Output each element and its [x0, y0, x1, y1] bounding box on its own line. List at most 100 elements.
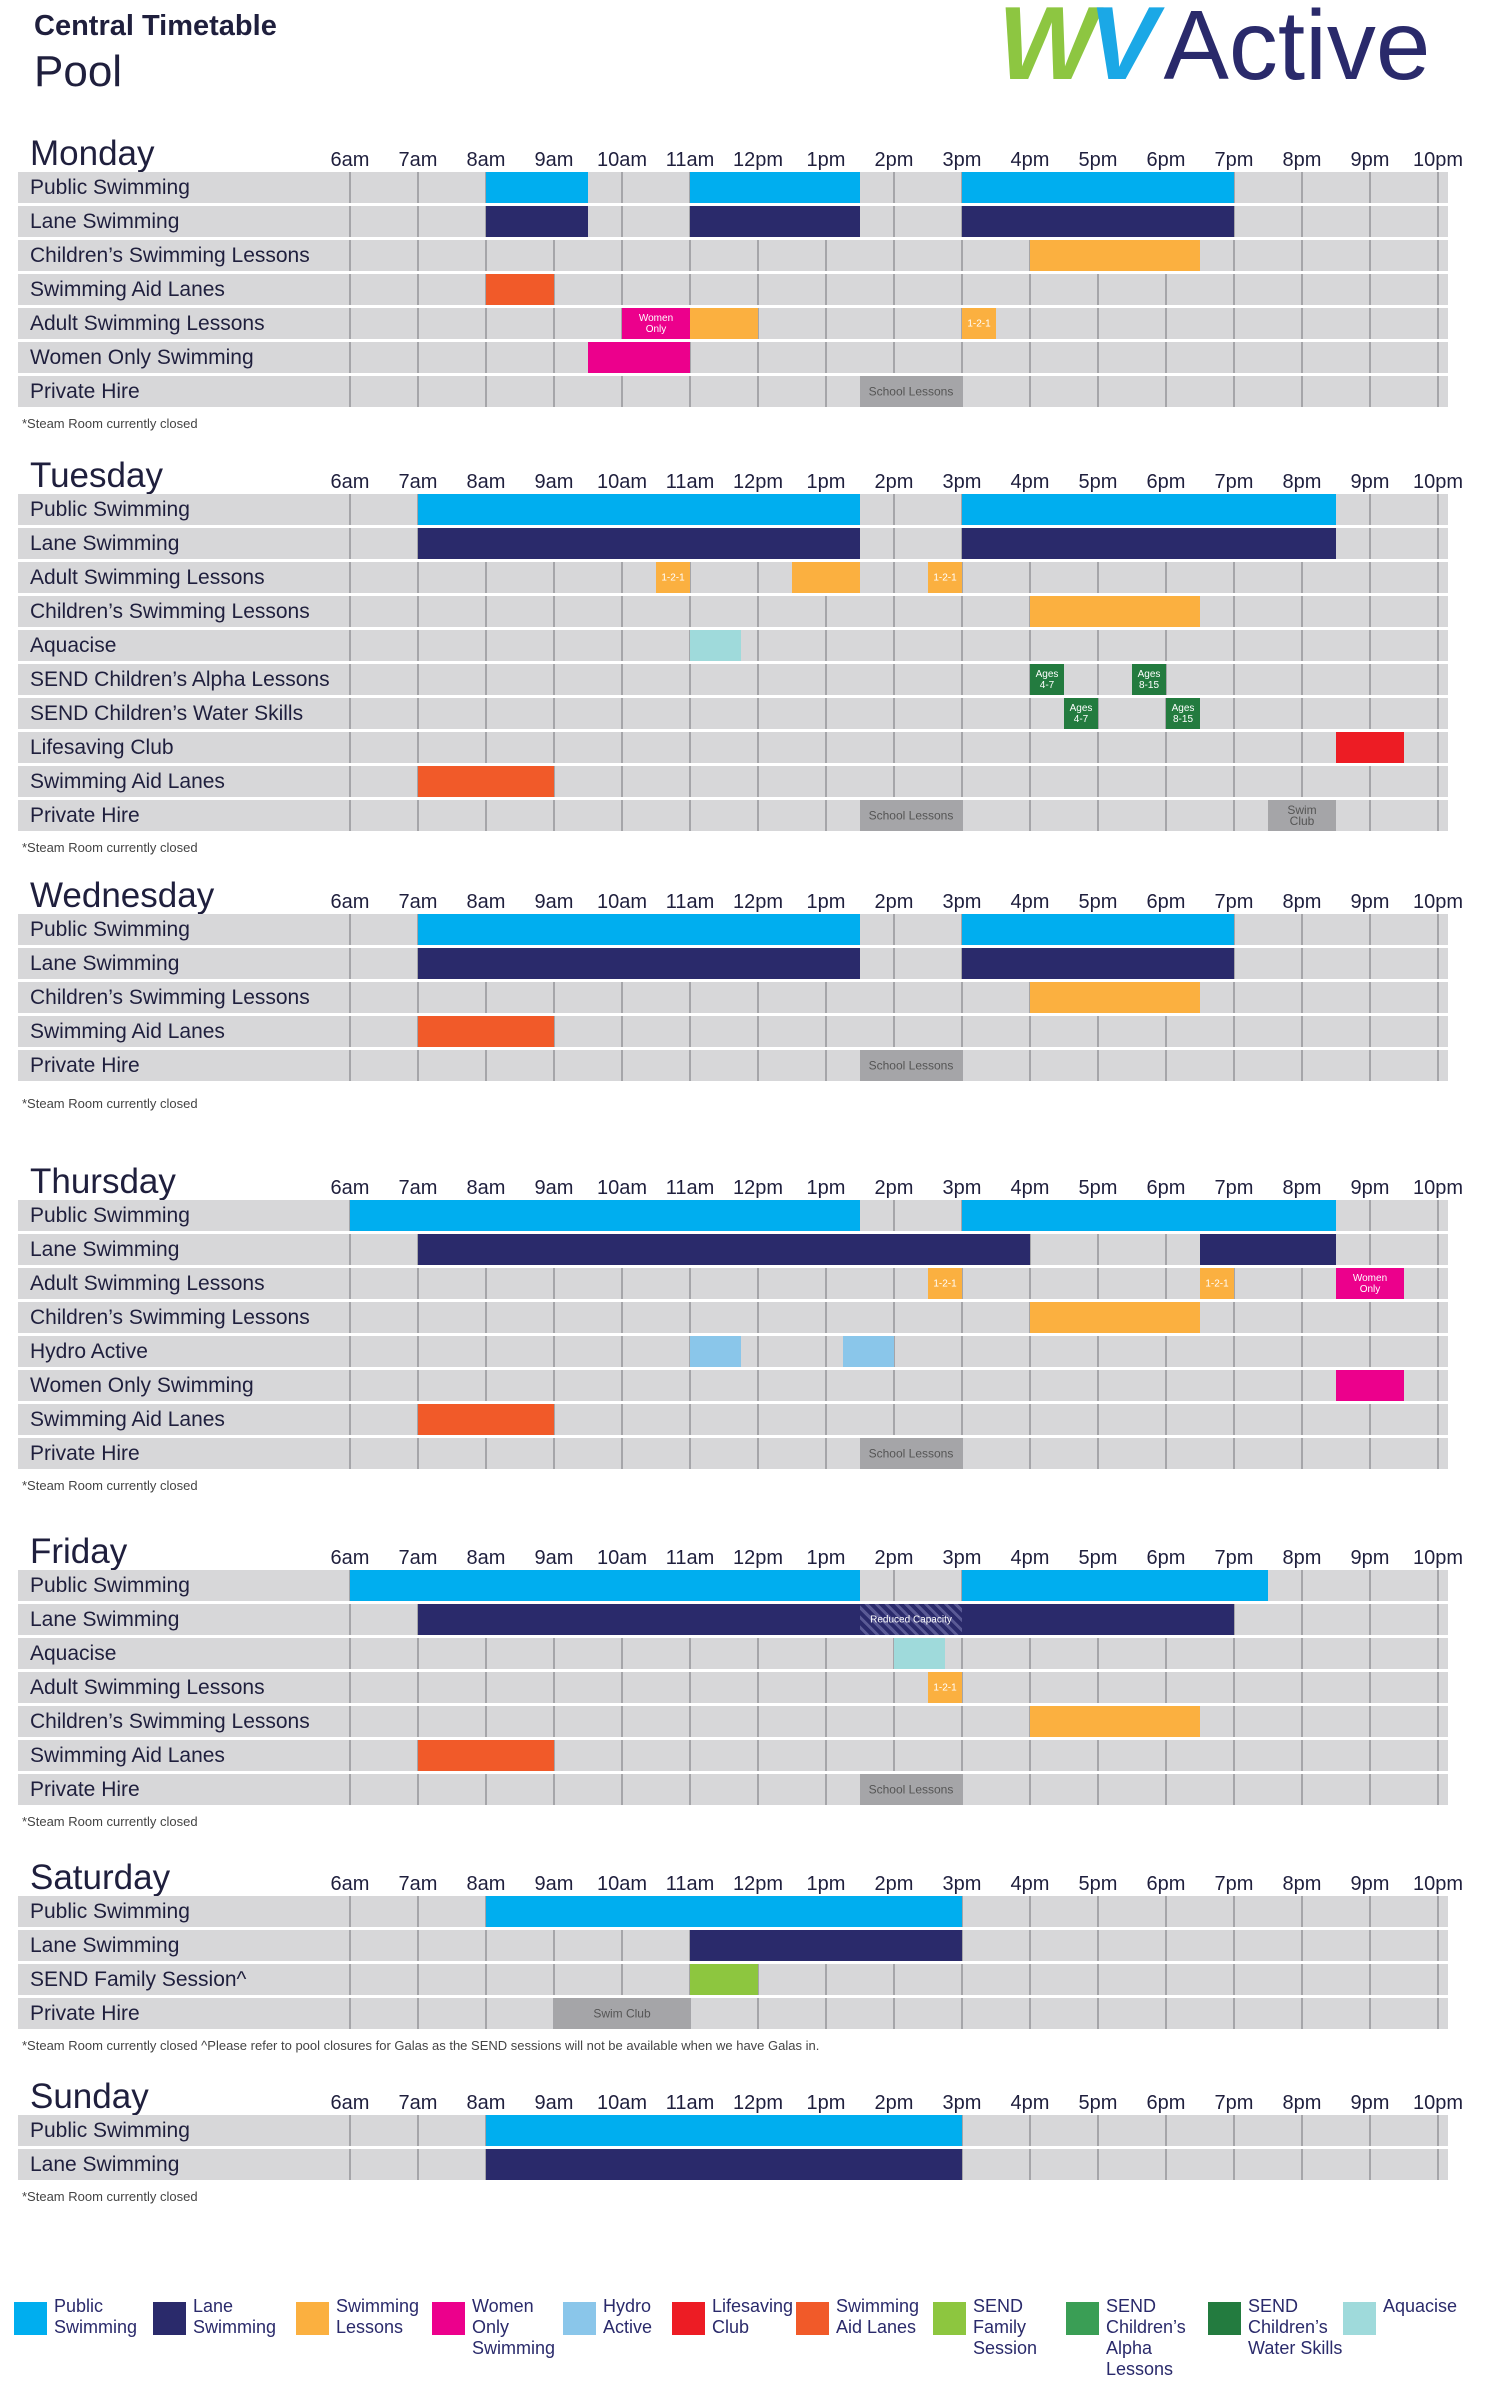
session-bar[interactable] [350, 1200, 860, 1231]
hour-gridline [1233, 1774, 1235, 1805]
activity-label: Lane Swimming [30, 1934, 180, 1957]
session-bar[interactable] [1336, 732, 1404, 763]
session-bar[interactable]: Swim Club [554, 1998, 690, 2029]
session-bar[interactable]: 1-2-1 [1200, 1268, 1234, 1299]
session-bar[interactable] [1030, 596, 1200, 627]
session-bar[interactable]: 1-2-1 [928, 562, 962, 593]
session-bar[interactable] [1030, 1706, 1200, 1737]
session-bar[interactable]: Ages 4-7 [1030, 664, 1064, 695]
session-bar[interactable] [962, 206, 1234, 237]
session-bar[interactable] [486, 1896, 962, 1927]
session-bar[interactable] [690, 630, 741, 661]
session-bar[interactable] [894, 1638, 945, 1669]
hour-gridline [757, 1964, 759, 1995]
session-bar[interactable] [418, 1404, 554, 1435]
hour-gridline [825, 1964, 827, 1995]
session-bar[interactable] [1030, 240, 1200, 271]
session-bar[interactable]: School Lessons [860, 1438, 962, 1469]
session-bar[interactable] [486, 206, 588, 237]
session-bar[interactable]: Ages 4-7 [1064, 698, 1098, 729]
hour-gridline [1437, 2149, 1439, 2180]
hour-gridline [485, 1672, 487, 1703]
session-bar[interactable] [690, 308, 758, 339]
session-bar[interactable] [418, 914, 860, 945]
session-bar[interactable]: School Lessons [860, 1050, 962, 1081]
session-bar[interactable]: Women Only [1336, 1268, 1404, 1299]
session-bar[interactable] [962, 1604, 1234, 1635]
session-bar[interactable] [690, 1930, 962, 1961]
session-bar[interactable] [418, 1604, 860, 1635]
session-bar[interactable] [486, 274, 554, 305]
session-bar[interactable] [418, 528, 860, 559]
session-bar[interactable]: School Lessons [860, 376, 962, 407]
hour-gridline [1301, 308, 1303, 339]
hour-gridline [485, 1998, 487, 2029]
session-bar[interactable]: Reduced Capacity [860, 1604, 962, 1635]
session-bar[interactable] [690, 1336, 741, 1367]
hour-gridline [757, 1336, 759, 1367]
session-bar[interactable] [690, 1964, 758, 1995]
hour-gridline [893, 206, 895, 237]
session-bar[interactable] [962, 948, 1234, 979]
hour-gridline [417, 206, 419, 237]
session-bar[interactable]: Women Only [622, 308, 690, 339]
hour-label: 9pm [1350, 1177, 1390, 1199]
session-bar[interactable] [418, 1740, 554, 1771]
hour-label: 6pm [1146, 1547, 1186, 1569]
session-bar[interactable] [418, 766, 554, 797]
session-bar[interactable]: Swim Club [1268, 800, 1336, 831]
session-bar[interactable]: Ages 8-15 [1132, 664, 1166, 695]
hour-gridline [1301, 664, 1303, 695]
hour-gridline [961, 1370, 963, 1401]
session-bar[interactable] [418, 494, 860, 525]
session-bar[interactable]: 1-2-1 [928, 1672, 962, 1703]
hour-gridline [825, 1050, 827, 1081]
session-bar[interactable]: Ages 8-15 [1166, 698, 1200, 729]
session-bar[interactable] [418, 1234, 1030, 1265]
session-bar[interactable] [1200, 1234, 1336, 1265]
session-bar[interactable] [1030, 982, 1200, 1013]
hour-gridline [349, 528, 351, 559]
session-bar[interactable]: School Lessons [860, 800, 962, 831]
session-bar[interactable] [962, 1570, 1268, 1601]
session-bar[interactable] [1030, 1302, 1200, 1333]
hour-gridline [961, 1964, 963, 1995]
hour-gridline [621, 766, 623, 797]
session-bar[interactable] [843, 1336, 894, 1367]
session-bar[interactable] [350, 1570, 860, 1601]
session-bar[interactable] [486, 2115, 962, 2146]
hour-gridline [1029, 698, 1031, 729]
session-bar[interactable] [1336, 1370, 1404, 1401]
hour-gridline [757, 800, 759, 831]
session-bar[interactable]: School Lessons [860, 1774, 962, 1805]
hour-gridline [1369, 240, 1371, 271]
session-bar[interactable] [588, 342, 690, 373]
activity-label: Swimming Aid Lanes [30, 1744, 225, 1767]
session-bar[interactable] [962, 528, 1336, 559]
hour-gridline [485, 1336, 487, 1367]
session-bar[interactable]: 1-2-1 [928, 1268, 962, 1299]
session-bar[interactable] [962, 1200, 1336, 1231]
hour-gridline [1369, 1016, 1371, 1047]
hour-gridline [485, 1302, 487, 1333]
day-name: Tuesday [30, 456, 163, 495]
session-bar[interactable] [962, 172, 1234, 203]
session-bar[interactable]: 1-2-1 [656, 562, 690, 593]
hour-gridline [1437, 766, 1439, 797]
session-bar[interactable] [690, 206, 860, 237]
legend-swatch [796, 2302, 829, 2335]
hour-gridline [1233, 1336, 1235, 1367]
session-bar[interactable] [418, 1016, 554, 1047]
session-bar[interactable] [486, 2149, 962, 2180]
session-bar[interactable] [690, 172, 860, 203]
session-bar[interactable] [962, 914, 1234, 945]
hour-gridline [1233, 206, 1235, 237]
session-bar[interactable]: 1-2-1 [962, 308, 996, 339]
session-bar[interactable] [962, 494, 1336, 525]
hour-gridline [621, 1016, 623, 1047]
session-bar[interactable] [486, 172, 588, 203]
hour-gridline [1029, 1268, 1031, 1299]
session-bar[interactable] [792, 562, 860, 593]
hour-gridline [1233, 274, 1235, 305]
session-bar[interactable] [418, 948, 860, 979]
